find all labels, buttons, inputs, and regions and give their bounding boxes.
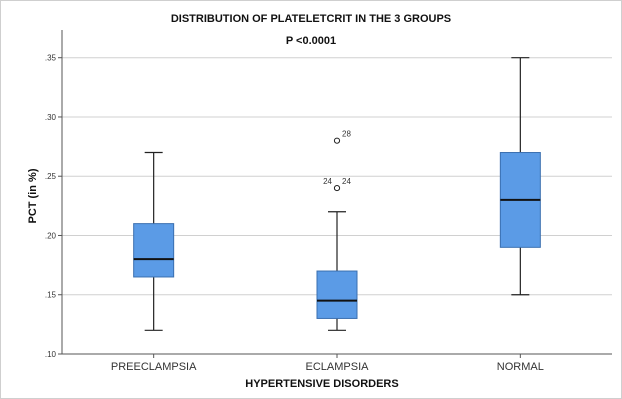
- iqr-box: [316, 270, 358, 319]
- category-label: PREECLAMPSIA: [111, 361, 197, 373]
- outlier-label: 24: [323, 177, 332, 186]
- x-axis-label: HYPERTENSIVE DISORDERS: [245, 378, 398, 390]
- y-tick-label: .10: [45, 350, 57, 359]
- outlier-label: 28: [342, 130, 351, 139]
- outlier-point: [333, 184, 341, 192]
- y-tick-label: .35: [45, 54, 57, 63]
- y-tick-label: .15: [45, 291, 57, 300]
- outlier-point: [333, 137, 341, 144]
- y-axis-label: PCT (in %): [27, 168, 39, 223]
- chart-title: DISTRIBUTION OF PLATELETCRIT IN THE 3 GR…: [171, 13, 451, 25]
- plot-area: .10 .15 .20 .25 .30 .35 PREECLAMPSIA ECLAMPSIA 2…: [45, 30, 612, 373]
- outlier-label: 24: [342, 177, 351, 186]
- chart-subtitle: P <0.0001: [286, 35, 336, 47]
- y-tick-label: .20: [45, 231, 57, 240]
- y-tick-label: .25: [45, 172, 57, 181]
- category-label: ECLAMPSIA: [306, 361, 370, 373]
- category-label: NORMAL: [497, 361, 544, 373]
- y-tick-label: .30: [45, 113, 57, 122]
- iqr-box: [133, 223, 175, 278]
